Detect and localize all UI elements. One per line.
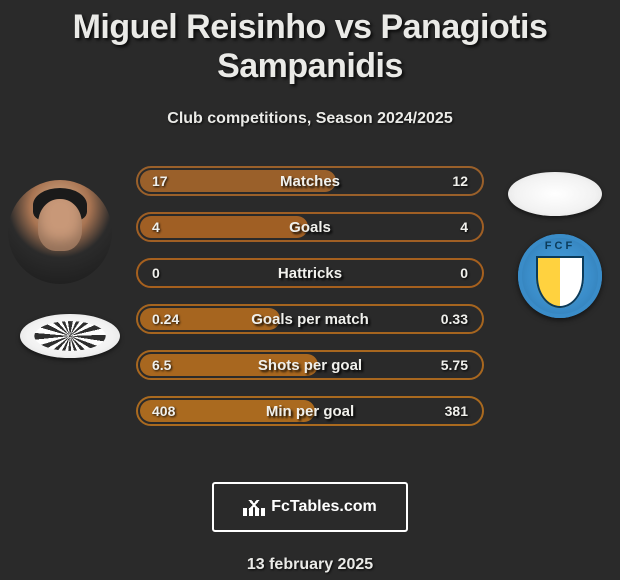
stat-label: Goals (138, 219, 482, 236)
stat-label: Hattricks (138, 265, 482, 282)
snapshot-date: 13 february 2025 (0, 556, 620, 574)
stat-label: Min per goal (138, 403, 482, 420)
stat-bars: 17Matches12 4Goals4 0Hattricks0 0.24Goals p… (136, 166, 484, 442)
comparison-subtitle: Club competitions, Season 2024/2025 (0, 110, 620, 128)
comparison-title: Miguel Reisinho vs Panagiotis Sampanidis (0, 0, 620, 86)
player-left-club-badge (20, 314, 120, 358)
stat-bar-min_per_goal: 408Min per goal381 (136, 396, 484, 426)
comparison-content: 17Matches12 4Goals4 0Hattricks0 0.24Goals p… (0, 166, 620, 466)
stat-label: Matches (138, 173, 482, 190)
stat-label: Shots per goal (138, 357, 482, 374)
stat-bar-goals: 4Goals4 (136, 212, 484, 242)
player-right-avatar (508, 172, 602, 216)
stat-bar-shots_per_goal: 6.5Shots per goal5.75 (136, 350, 484, 380)
brand-text: FcTables.com (271, 498, 377, 516)
stat-label: Goals per match (138, 311, 482, 328)
brand-badge: FcTables.com (212, 482, 408, 532)
chart-icon (243, 498, 265, 516)
stat-bar-goals_per_match: 0.24Goals per match0.33 (136, 304, 484, 334)
stat-bar-hattricks: 0Hattricks0 (136, 258, 484, 288)
player-right-club-badge (518, 234, 602, 318)
stat-bar-matches: 17Matches12 (136, 166, 484, 196)
player-left-avatar (8, 180, 112, 284)
